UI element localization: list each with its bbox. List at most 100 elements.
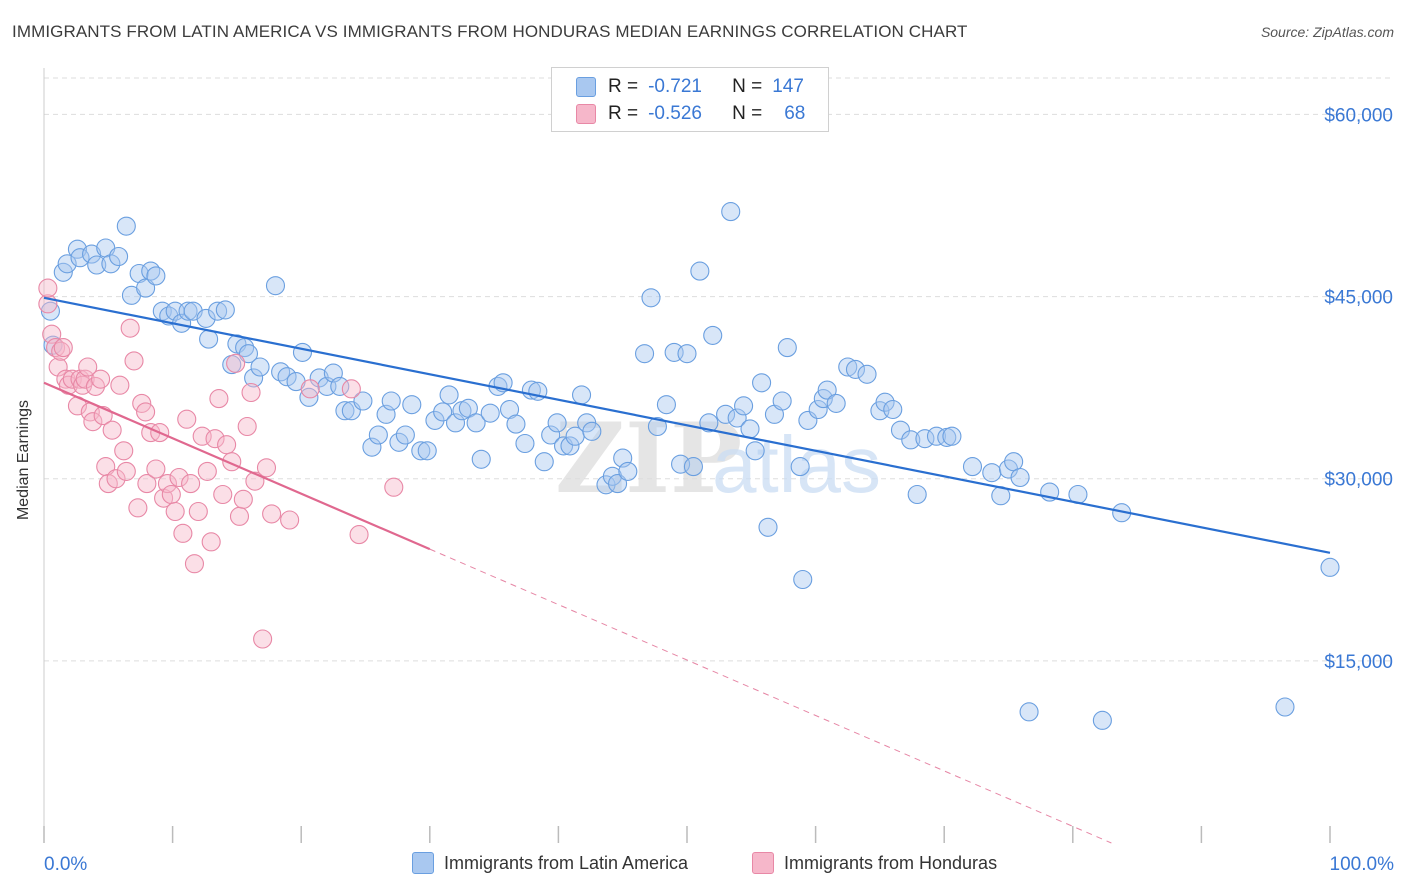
data-point: [721, 202, 741, 222]
data-point: [137, 474, 157, 494]
data-point: [238, 344, 259, 364]
data-point: [571, 385, 592, 405]
data-point: [417, 441, 437, 461]
data-point: [962, 457, 983, 477]
data-point: [106, 469, 126, 489]
data-point: [349, 525, 369, 545]
data-point: [178, 301, 198, 321]
data-point: [165, 501, 185, 522]
data-point: [772, 391, 792, 411]
data-point: [341, 379, 361, 399]
stats-row-honduras: R = -0.526 N = 68: [576, 102, 805, 126]
data-point: [70, 248, 90, 268]
data-point: [75, 369, 95, 389]
data-point: [875, 392, 895, 412]
data-point: [241, 382, 261, 403]
data-point: [277, 367, 297, 387]
data-point: [146, 459, 166, 479]
data-point: [116, 461, 136, 481]
data-point: [102, 420, 122, 440]
data-point: [87, 255, 107, 275]
data-point: [745, 441, 765, 461]
r-value: -0.526: [648, 103, 702, 124]
data-point: [362, 437, 382, 457]
data-point: [727, 408, 747, 428]
swatch-honduras: [576, 104, 596, 124]
data-point: [635, 344, 655, 364]
watermark-zip: ZIP: [555, 402, 742, 515]
data-point: [890, 420, 911, 440]
data-point: [237, 416, 257, 437]
data-point: [515, 433, 535, 454]
data-point: [51, 341, 71, 361]
data-point: [116, 216, 136, 236]
chart-title: IMMIGRANTS FROM LATIN AMERICA VS IMMIGRA…: [12, 22, 968, 41]
data-point: [209, 389, 229, 409]
data-point: [381, 391, 401, 411]
data-point: [480, 403, 500, 423]
data-point: [292, 342, 313, 362]
data-point: [647, 416, 667, 437]
data-point: [677, 344, 697, 364]
trend-line-honduras-extension: [429, 548, 1112, 844]
n-value: 68: [784, 103, 806, 124]
data-point: [169, 467, 189, 488]
swatch-latin-america: [576, 77, 596, 97]
data-point: [256, 458, 277, 478]
data-point: [233, 489, 253, 509]
legend-item-honduras: Immigrants from Honduras: [752, 852, 997, 874]
data-point: [845, 359, 866, 379]
data-point: [48, 357, 68, 377]
data-point: [161, 484, 181, 505]
data-point: [146, 266, 166, 286]
data-point: [124, 351, 144, 371]
data-point: [560, 436, 580, 456]
data-point: [136, 402, 156, 422]
data-point: [353, 391, 373, 411]
data-point: [699, 413, 719, 433]
data-point: [1320, 557, 1340, 577]
data-point: [101, 254, 121, 274]
stats-row-latin-america: R = -0.721 N = 147: [576, 75, 804, 99]
data-point: [96, 457, 116, 477]
data-point: [215, 300, 235, 320]
data-point: [883, 399, 903, 420]
data-point: [411, 441, 431, 461]
n-label: N =: [732, 76, 763, 97]
data-point: [157, 474, 178, 494]
data-point: [226, 353, 246, 373]
data-point: [46, 338, 66, 358]
data-point: [244, 368, 264, 388]
data-point: [265, 276, 286, 296]
data-point: [110, 375, 130, 395]
data-point: [857, 364, 877, 384]
data-point: [201, 532, 221, 552]
data-point: [641, 288, 661, 308]
data-point: [439, 385, 459, 405]
axes: [43, 68, 1331, 843]
data-point: [758, 517, 778, 537]
data-point: [506, 414, 526, 434]
data-point: [173, 523, 193, 543]
data-point: [817, 380, 837, 400]
data-point: [91, 369, 111, 389]
data-point: [777, 338, 797, 358]
data-point: [213, 484, 233, 505]
legend-swatch-honduras: [752, 852, 774, 874]
data-point: [300, 379, 320, 399]
source-label: Source: ZipAtlas.com: [1260, 24, 1394, 40]
data-point: [618, 461, 638, 481]
data-point: [197, 461, 217, 481]
tick-labels: $15,000 $30,000 $45,000 $60,000 0.0% 100.0%: [44, 105, 1394, 875]
y-tick-label: $60,000: [1324, 105, 1393, 126]
data-points: [38, 202, 1340, 730]
watermark: ZIP atlas: [555, 402, 881, 515]
data-point: [53, 338, 73, 358]
data-point: [982, 463, 1002, 483]
data-point: [942, 426, 962, 446]
data-point: [389, 432, 409, 452]
gridlines: [44, 77, 1394, 662]
data-point: [1010, 467, 1030, 488]
data-point: [188, 501, 208, 522]
